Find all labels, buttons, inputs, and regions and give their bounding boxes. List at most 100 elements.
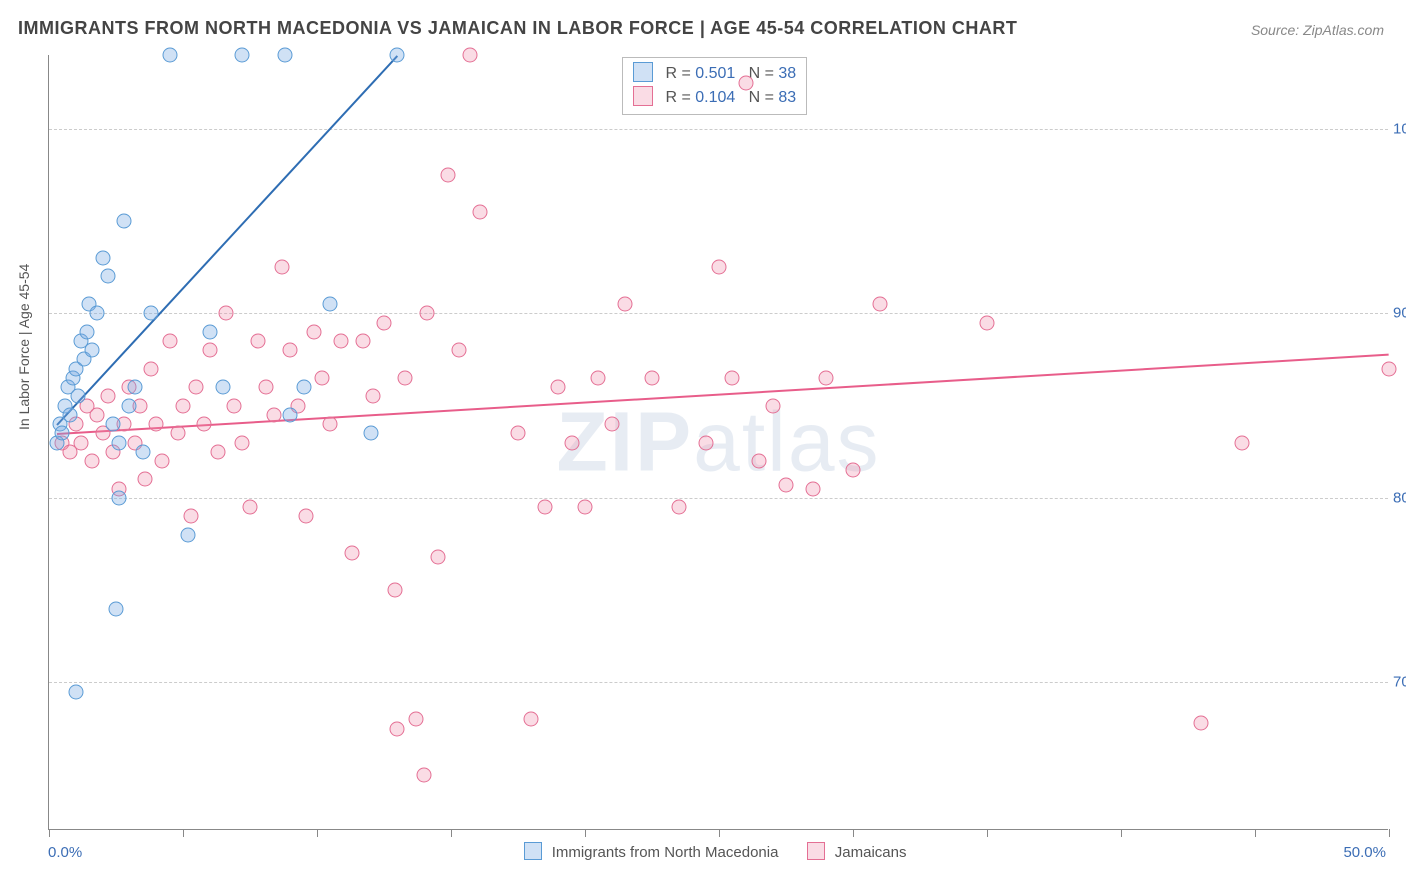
data-point — [398, 370, 413, 385]
legend-label-series2: Jamaicans — [835, 844, 907, 861]
data-point — [259, 380, 274, 395]
x-tick — [1255, 829, 1256, 837]
data-point — [872, 297, 887, 312]
data-point — [95, 250, 110, 265]
data-point — [63, 407, 78, 422]
data-point — [234, 48, 249, 63]
data-point — [819, 370, 834, 385]
y-tick-label: 100.0% — [1393, 120, 1406, 137]
data-point — [111, 435, 126, 450]
data-point — [315, 370, 330, 385]
data-point — [712, 260, 727, 275]
data-point — [79, 324, 94, 339]
data-point — [243, 500, 258, 515]
data-point — [462, 48, 477, 63]
data-point — [409, 712, 424, 727]
data-point — [296, 380, 311, 395]
legend-swatch-series2 — [633, 86, 653, 106]
data-point — [111, 490, 126, 505]
data-point — [323, 297, 338, 312]
gridline-h — [49, 313, 1388, 314]
data-point — [299, 509, 314, 524]
data-point — [100, 389, 115, 404]
y-axis-label: In Labor Force | Age 45-54 — [16, 264, 32, 430]
data-point — [149, 417, 164, 432]
data-point — [591, 370, 606, 385]
gridline-h — [49, 682, 1388, 683]
data-point — [275, 260, 290, 275]
data-point — [55, 426, 70, 441]
data-point — [779, 477, 794, 492]
data-point — [202, 343, 217, 358]
data-point — [366, 389, 381, 404]
data-point — [417, 767, 432, 782]
data-point — [267, 407, 282, 422]
x-tick — [1389, 829, 1390, 837]
source-attribution: Source: ZipAtlas.com — [1251, 22, 1384, 38]
data-point — [197, 417, 212, 432]
x-tick — [987, 829, 988, 837]
data-point — [74, 435, 89, 450]
data-point — [980, 315, 995, 330]
data-point — [1194, 715, 1209, 730]
data-point — [765, 398, 780, 413]
legend-n-series1: 38 — [778, 65, 796, 82]
data-point — [430, 549, 445, 564]
data-point — [604, 417, 619, 432]
data-point — [100, 269, 115, 284]
data-point — [226, 398, 241, 413]
data-point — [202, 324, 217, 339]
data-point — [473, 204, 488, 219]
data-point — [419, 306, 434, 321]
data-point — [170, 426, 185, 441]
data-point — [68, 684, 83, 699]
data-point — [578, 500, 593, 515]
x-tick — [451, 829, 452, 837]
data-point — [671, 500, 686, 515]
data-point — [109, 601, 124, 616]
data-point — [283, 407, 298, 422]
regression-line — [56, 55, 398, 425]
data-point — [210, 444, 225, 459]
data-point — [390, 721, 405, 736]
data-point — [738, 75, 753, 90]
legend-row-series1: R = 0.501 N = 38 — [633, 62, 796, 86]
data-point — [184, 509, 199, 524]
data-point — [143, 361, 158, 376]
data-point — [805, 481, 820, 496]
data-point — [334, 334, 349, 349]
data-point — [387, 583, 402, 598]
data-point — [1382, 361, 1397, 376]
legend-label-series1: Immigrants from North Macedonia — [552, 844, 779, 861]
data-point — [138, 472, 153, 487]
data-point — [162, 334, 177, 349]
data-point — [84, 343, 99, 358]
data-point — [283, 343, 298, 358]
data-point — [71, 389, 86, 404]
data-point — [127, 380, 142, 395]
data-point — [216, 380, 231, 395]
data-point — [441, 167, 456, 182]
data-point — [323, 417, 338, 432]
plot-area: ZIPatlas R = 0.501 N = 38 R = 0.104 N = … — [48, 55, 1388, 830]
data-point — [181, 527, 196, 542]
data-point — [106, 417, 121, 432]
data-point — [234, 435, 249, 450]
data-point — [524, 712, 539, 727]
x-tick — [317, 829, 318, 837]
correlation-legend: R = 0.501 N = 38 R = 0.104 N = 83 — [622, 57, 807, 115]
data-point — [251, 334, 266, 349]
regression-line — [57, 354, 1389, 435]
data-point — [645, 370, 660, 385]
data-point — [846, 463, 861, 478]
data-point — [698, 435, 713, 450]
data-point — [1234, 435, 1249, 450]
data-point — [752, 453, 767, 468]
data-point — [537, 500, 552, 515]
data-point — [84, 453, 99, 468]
data-point — [189, 380, 204, 395]
legend-r-series2: 0.104 — [695, 89, 735, 106]
data-point — [277, 48, 292, 63]
data-point — [363, 426, 378, 441]
y-tick-label: 70.0% — [1393, 674, 1406, 691]
